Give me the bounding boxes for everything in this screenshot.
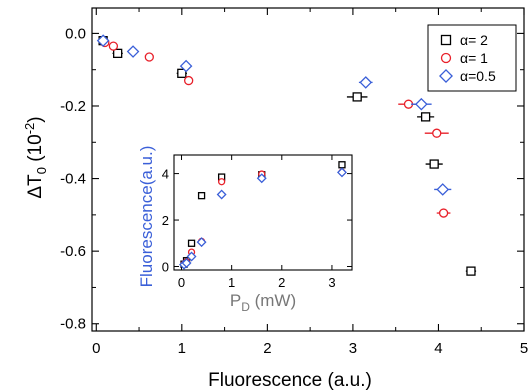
data-point [438, 208, 449, 218]
y-tick-label: -0.4 [60, 171, 86, 188]
inset-data-point [186, 251, 197, 262]
y-axis-title: ΔT0 (10-2) [22, 116, 49, 198]
inset-data-point [197, 192, 206, 200]
data-point [420, 112, 431, 122]
y-axis-title-exp: -2 [22, 123, 37, 135]
y-tick-label: 0.0 [65, 25, 86, 42]
x-tick-label: 0 [92, 340, 100, 357]
inset-data-point [196, 237, 207, 248]
data-point [184, 75, 194, 86]
data-point [108, 41, 119, 51]
data-point [179, 59, 193, 73]
data-point [359, 76, 373, 89]
inset-x-tick-label: 2 [278, 275, 285, 290]
data-point [177, 68, 187, 78]
inset-data-point [216, 189, 227, 200]
data-point [415, 97, 428, 111]
data-point [432, 128, 442, 138]
x-tick-label: 5 [520, 340, 528, 357]
legend-marker [440, 52, 452, 64]
data-point [352, 92, 362, 102]
legend-label: α= 1 [460, 50, 488, 66]
inset-x-axis-title-main: P [230, 291, 241, 310]
data-point [113, 48, 123, 59]
data-point [466, 266, 476, 276]
inset-x-tick-label: 1 [228, 275, 235, 290]
y-axis-title-close: ) [25, 116, 46, 122]
legend-label: α=0.5 [460, 68, 496, 84]
inset-data-point [181, 258, 192, 268]
data-point [144, 52, 154, 62]
series-1 [100, 37, 451, 218]
legend-marker [439, 69, 453, 83]
legend-marker [440, 34, 452, 46]
inset-data-point [337, 167, 347, 178]
legend: α= 2 α= 1 α=0.5 [427, 24, 517, 92]
y-tick-label: -0.8 [60, 316, 86, 333]
data-point [96, 34, 110, 47]
x-tick-label: 3 [349, 340, 357, 357]
inset-data-point [338, 161, 346, 169]
inset-plot: 0 1 2 3 0 2 4 PD (mW) Fluorescence(a.u.) [137, 146, 353, 314]
inset-y-axis-title: Fluorescence(a.u.) [137, 146, 156, 288]
main-plot-frame [91, 7, 525, 332]
data-point [429, 159, 439, 169]
x-tick-label: 2 [263, 340, 271, 357]
legend-label: α= 2 [460, 32, 488, 48]
inset-data-point [256, 173, 267, 184]
x-tick-label: 1 [178, 340, 186, 357]
inset-y-tick-label: 4 [162, 167, 169, 182]
main-plot: 0 1 2 3 4 5 0.0 -0.2 -0.4 -0.6 -0.8 Fluorescence (a… [22, 7, 528, 391]
inset-data-point [217, 178, 226, 186]
inset-y-tick-label: 0 [162, 260, 169, 275]
y-tick-label: -0.2 [60, 98, 86, 115]
inset-x-tick-label: 0 [178, 275, 185, 290]
series-2 [96, 34, 452, 196]
inset-x-axis-title: PD (mW) [230, 291, 296, 314]
y-tick-label: -0.6 [60, 243, 86, 260]
inset-x-axis-title-sub: D [241, 300, 250, 314]
y-axis-title-unit: (10 [25, 134, 46, 167]
y-axis-title-sub: 0 [34, 167, 49, 174]
inset-x-tick-label: 3 [328, 275, 335, 290]
data-point [436, 183, 450, 196]
inset-y-tick-label: 2 [162, 213, 169, 228]
x-tick-label: 4 [434, 340, 442, 357]
data-point [126, 45, 140, 58]
inset-data-point [187, 239, 196, 247]
y-axis-title-main: ΔT [25, 174, 46, 199]
x-axis-title: Fluorescence (a.u.) [208, 370, 372, 391]
inset-x-axis-title-unit: (mW) [250, 291, 296, 310]
inset-series-2 [179, 167, 347, 270]
